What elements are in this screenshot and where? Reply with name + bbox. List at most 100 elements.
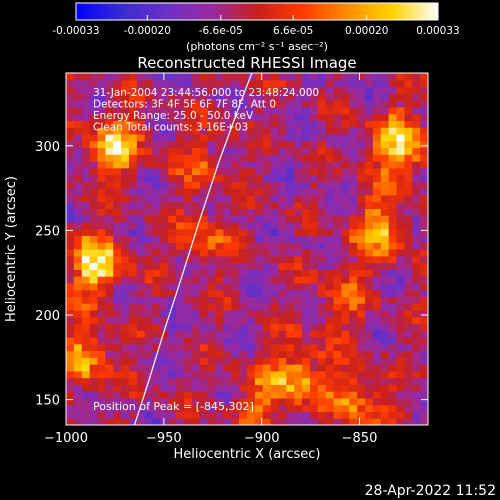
heatmap-cell: [420, 201, 428, 209]
heatmap-cell: [396, 242, 405, 250]
heatmap-cell: [73, 120, 83, 128]
heatmap-cell: [160, 127, 169, 135]
heatmap-cell: [325, 154, 335, 162]
heatmap-cell: [262, 397, 272, 406]
heatmap-cell: [81, 269, 91, 277]
heatmap-cell: [380, 127, 390, 135]
solar-limb-curve: [133, 73, 253, 425]
heatmap-cell: [302, 174, 311, 182]
heatmap-cell: [231, 235, 240, 243]
heatmap-cell: [113, 228, 122, 237]
heatmap-cell: [262, 330, 272, 338]
heatmap-cell: [380, 269, 390, 277]
heatmap-cell: [97, 215, 106, 223]
heatmap-cell: [372, 100, 382, 108]
heatmap-cell: [199, 282, 209, 291]
heatmap-cell: [262, 404, 272, 413]
heatmap-cell: [231, 194, 240, 203]
heatmap-cell: [89, 384, 99, 392]
heatmap-cell: [136, 323, 146, 331]
heatmap-cell: [184, 228, 193, 237]
heatmap-cell: [184, 303, 193, 311]
heatmap-cell: [239, 73, 248, 81]
heatmap-cell: [380, 228, 390, 237]
heatmap-cell: [231, 303, 240, 311]
heatmap-cell: [199, 269, 209, 277]
heatmap-cell: [191, 140, 201, 149]
heatmap-cell: [223, 357, 232, 365]
heatmap-cell: [420, 140, 428, 149]
heatmap-cell: [317, 73, 327, 81]
heatmap-cell: [184, 133, 193, 142]
heatmap-cell: [412, 120, 421, 128]
heatmap-cell: [121, 377, 130, 385]
heatmap-cell: [372, 350, 382, 358]
heatmap-cell: [270, 384, 280, 392]
heatmap-cell: [199, 391, 209, 399]
heatmap-cell: [223, 391, 232, 399]
heatmap-cell: [176, 370, 185, 379]
heatmap-cell: [372, 330, 382, 338]
heatmap-cell: [380, 154, 390, 162]
heatmap-cell: [262, 242, 272, 250]
heatmap-cell: [404, 364, 413, 372]
colorbar: -0.00033 -0.00020 -6.6e-05 6.6e-05 0.00020 0.…: [52, 2, 460, 53]
heatmap-cell: [73, 73, 83, 81]
heatmap-cell: [412, 316, 421, 325]
heatmap-cell: [262, 113, 272, 121]
heatmap-cell: [341, 215, 350, 223]
heatmap-cell: [239, 79, 248, 88]
heatmap-cell: [144, 140, 154, 149]
heatmap-cell: [404, 269, 413, 277]
heatmap-cell: [294, 120, 303, 128]
heatmap-cell: [184, 100, 193, 108]
heatmap-cell: [239, 208, 248, 216]
heatmap-cell: [176, 357, 185, 365]
plot-frame: [65, 72, 429, 426]
heatmap-cell: [286, 194, 295, 203]
heatmap-cell: [270, 120, 280, 128]
heatmap-cell: [168, 296, 177, 304]
heatmap-cell: [176, 127, 185, 135]
heatmap-cell: [199, 316, 209, 325]
heatmap-cell: [317, 337, 327, 345]
heatmap-cell: [278, 255, 287, 264]
heatmap-cell: [412, 106, 421, 115]
heatmap-cell: [73, 100, 83, 108]
heatmap-cell: [365, 201, 374, 209]
heatmap-cell: [294, 194, 303, 203]
heatmap-cell: [199, 188, 209, 196]
heatmap-cell: [254, 86, 264, 94]
heatmap-cell: [420, 161, 428, 169]
heatmap-cell: [349, 282, 358, 291]
heatmap-cell: [262, 255, 272, 264]
heatmap-cell: [191, 384, 201, 392]
heatmap-cell: [97, 113, 106, 121]
heatmap-cell: [81, 208, 91, 216]
heatmap-cell: [152, 147, 162, 155]
heatmap-cell: [388, 323, 398, 331]
heatmap-cell: [89, 188, 99, 196]
heatmap-cell: [262, 282, 272, 291]
heatmap-cell: [144, 100, 154, 108]
heatmap-cell: [365, 343, 374, 352]
heatmap-cell: [160, 174, 169, 182]
heatmap-cell: [176, 235, 185, 243]
heatmap-cell: [412, 330, 421, 338]
heatmap-cell: [215, 303, 224, 311]
heatmap-cell: [412, 269, 421, 277]
heatmap-cell: [121, 93, 130, 101]
heatmap-cell: [341, 357, 350, 365]
heatmap-cell: [341, 100, 350, 108]
heatmap-cell: [325, 208, 335, 216]
heatmap-cell: [184, 93, 193, 101]
heatmap-cell: [302, 397, 311, 406]
heatmap-cell: [380, 418, 390, 425]
heatmap-cell: [215, 215, 224, 223]
heatmap-cell: [152, 208, 162, 216]
heatmap-cell: [160, 316, 169, 325]
heatmap-cell: [239, 262, 248, 270]
heatmap-cell: [231, 255, 240, 264]
heatmap-cell: [396, 262, 405, 270]
heatmap-cell: [380, 397, 390, 406]
